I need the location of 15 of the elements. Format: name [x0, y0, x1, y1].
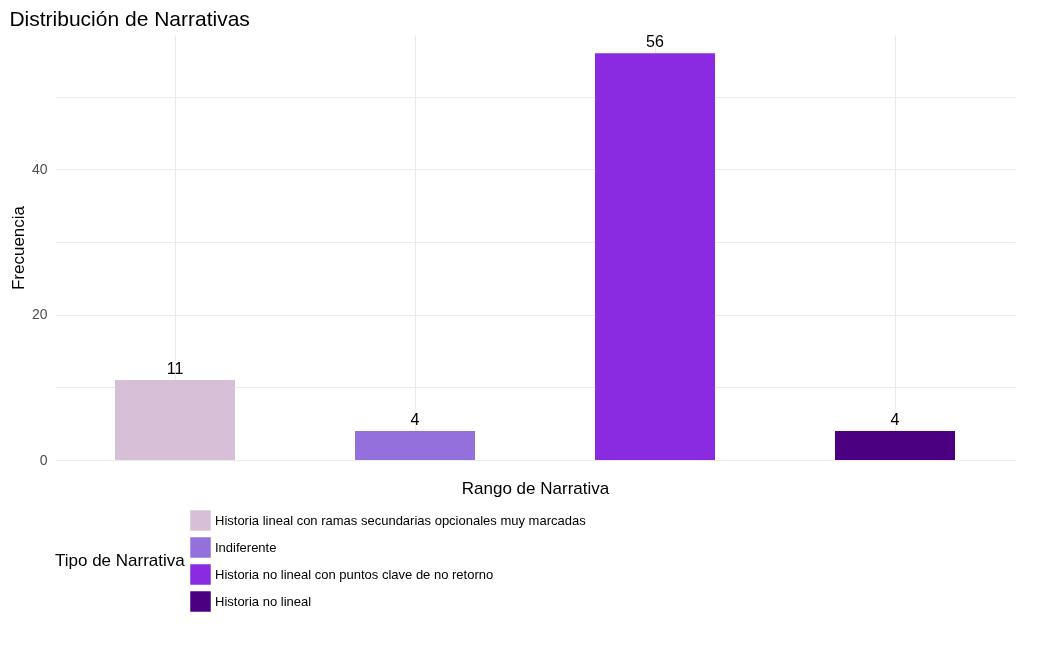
chart-title: Distribución de Narrativas — [9, 7, 250, 31]
legend-label: Indiferente — [215, 539, 277, 555]
x-axis-title: Rango de Narrativa — [461, 478, 610, 498]
y-tick-label: 20 — [31, 306, 48, 323]
data-label: 4 — [410, 410, 420, 428]
data-label: 56 — [646, 33, 664, 51]
legend-label: Historia lineal con ramas secundarias opcionales muy marcadas — [215, 512, 587, 528]
data-label: 11 — [166, 360, 184, 378]
legend-title: Tipo de Narrativa — [55, 551, 186, 570]
legend-label: Historia no lineal — [215, 593, 312, 609]
legend-label: Historia no lineal con puntos clave de no retorno — [215, 566, 494, 582]
y-tick-label: 40 — [31, 160, 48, 177]
y-axis-title: Frecuencia — [8, 205, 28, 291]
y-tick-label: 0 — [39, 451, 48, 468]
data-label: 4 — [890, 410, 900, 428]
